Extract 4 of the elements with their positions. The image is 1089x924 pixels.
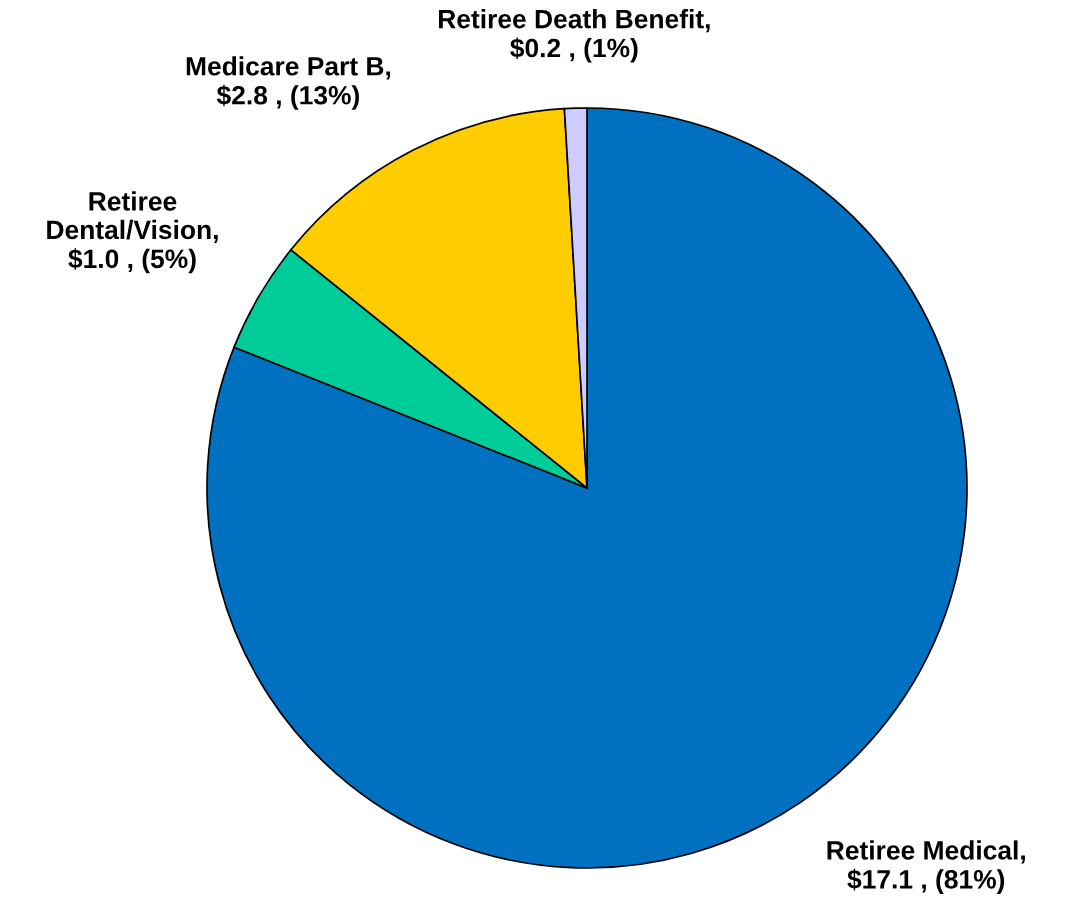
slice-label: Retiree Dental/Vision, $1.0 , (5%) xyxy=(47,191,218,274)
slice-label: Retiree Medical, $17.1 , (81%) xyxy=(827,840,1025,894)
slice-label: Medicare Part B, $2.8 , (13%) xyxy=(186,56,391,110)
slice-label: Retiree Death Benefit, $0.2 , (1%) xyxy=(438,9,710,63)
